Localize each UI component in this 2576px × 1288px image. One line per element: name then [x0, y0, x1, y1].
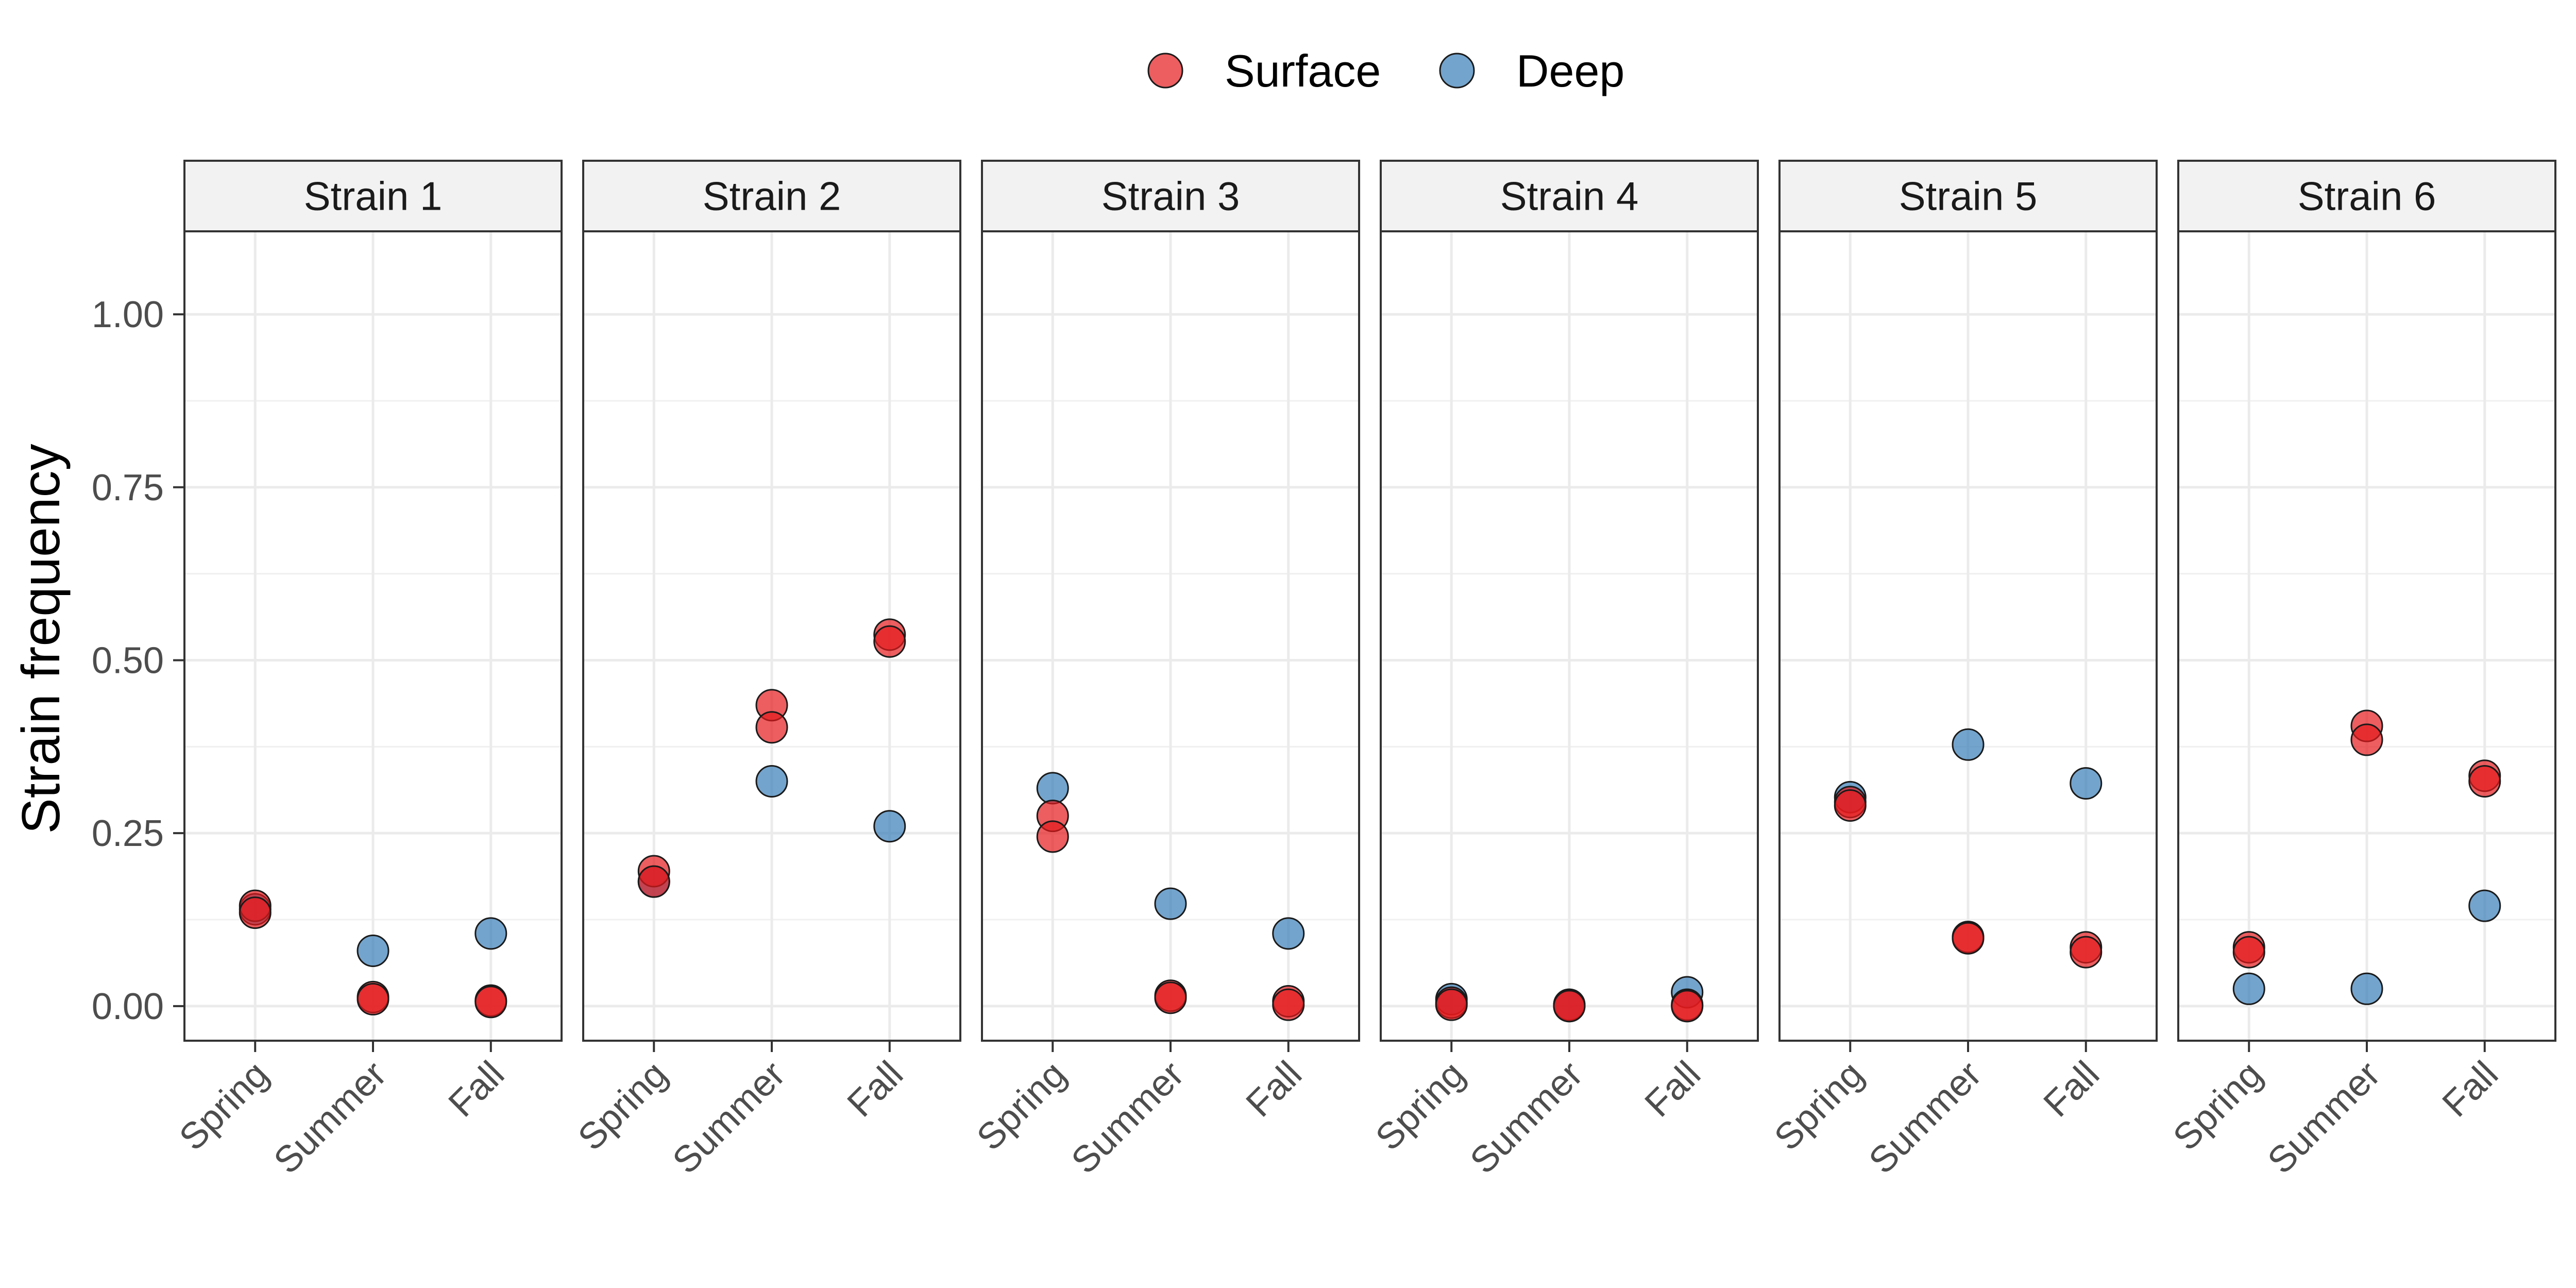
x-tick-label: Summer	[665, 1054, 793, 1182]
strip-label: Strain 6	[2298, 174, 2436, 219]
data-point-surface	[357, 982, 389, 1015]
strip-background	[183, 160, 563, 232]
strip-label: Strain 5	[1899, 174, 2038, 219]
data-point-deep	[1154, 887, 1187, 920]
legend-key-deep	[1439, 53, 1475, 89]
legend-label-deep: Deep	[1516, 45, 1624, 96]
x-tick-label: Fall	[1238, 1054, 1310, 1125]
y-tick-label: 0.00	[92, 986, 164, 1027]
strip-label: Strain 1	[304, 174, 443, 219]
data-point-deep	[1952, 728, 1985, 761]
data-point-surface	[1435, 988, 1468, 1021]
x-tick-label: Spring	[2165, 1054, 2270, 1159]
data-point-surface	[2070, 936, 2103, 969]
strip-label: Strain 3	[1101, 174, 1240, 219]
data-point-surface	[1952, 922, 1985, 955]
data-point-surface	[1834, 789, 1867, 822]
data-point-surface	[755, 711, 788, 744]
data-point-surface	[2468, 765, 2501, 798]
x-tick-label: Fall	[2036, 1054, 2107, 1125]
data-point-deep	[755, 765, 788, 798]
data-point-deep	[1036, 772, 1069, 805]
data-point-surface	[873, 625, 906, 658]
y-axis-title: Strain frequency	[11, 444, 71, 834]
strip-background	[2177, 160, 2556, 232]
y-tick-label: 0.75	[92, 467, 164, 509]
x-tick-label: Spring	[1368, 1054, 1473, 1159]
x-tick-label: Summer	[1462, 1054, 1590, 1182]
data-point-surface	[1272, 988, 1305, 1021]
strip-label: Strain 4	[1500, 174, 1639, 219]
data-point-surface	[1553, 990, 1586, 1023]
y-tick-label: 0.25	[92, 813, 164, 854]
x-tick-label: Spring	[969, 1054, 1074, 1159]
data-point-surface	[474, 986, 507, 1019]
x-tick-label: Fall	[2434, 1054, 2506, 1125]
x-tick-label: Summer	[266, 1054, 394, 1182]
data-point-surface	[2232, 936, 2265, 969]
data-point-surface	[1036, 820, 1069, 853]
x-tick-label: Summer	[1861, 1054, 1989, 1182]
y-tick-label: 0.50	[92, 640, 164, 681]
data-point-deep	[357, 934, 389, 967]
x-tick-label: Spring	[1767, 1054, 1872, 1159]
strip-background	[582, 160, 961, 232]
data-point-deep	[2070, 767, 2103, 800]
x-tick-label: Fall	[839, 1054, 911, 1125]
y-axis: 0.00 0.25 0.50 0.75 1.00	[92, 294, 184, 1027]
data-point-deep	[2350, 972, 2383, 1005]
data-point-deep	[2468, 889, 2501, 922]
data-point-deep	[474, 917, 507, 950]
x-tick-label: Fall	[440, 1054, 512, 1125]
x-tick-label: Summer	[2260, 1054, 2388, 1182]
x-tick-label: Fall	[1637, 1054, 1708, 1125]
data-point-deep	[1272, 917, 1305, 950]
data-point-surface	[2350, 723, 2383, 756]
x-tick-label: Summer	[1063, 1054, 1192, 1182]
strip-background	[1778, 160, 2158, 232]
data-point-deep	[2232, 972, 2265, 1005]
data-point-surface	[1154, 981, 1187, 1014]
data-point-surface	[637, 865, 670, 898]
data-point-surface	[1671, 990, 1704, 1023]
data-point-deep	[873, 810, 906, 843]
strip-background	[1380, 160, 1759, 232]
x-tick-label: Spring	[172, 1054, 277, 1159]
strip-background	[981, 160, 1360, 232]
legend-label-surface: Surface	[1225, 45, 1381, 96]
strip-label: Strain 2	[703, 174, 841, 219]
data-point-surface	[239, 896, 272, 929]
x-tick-label: Spring	[570, 1054, 675, 1159]
legend: Surface Deep	[1147, 45, 1624, 96]
y-tick-label: 1.00	[92, 294, 164, 335]
legend-key-surface	[1147, 53, 1183, 89]
